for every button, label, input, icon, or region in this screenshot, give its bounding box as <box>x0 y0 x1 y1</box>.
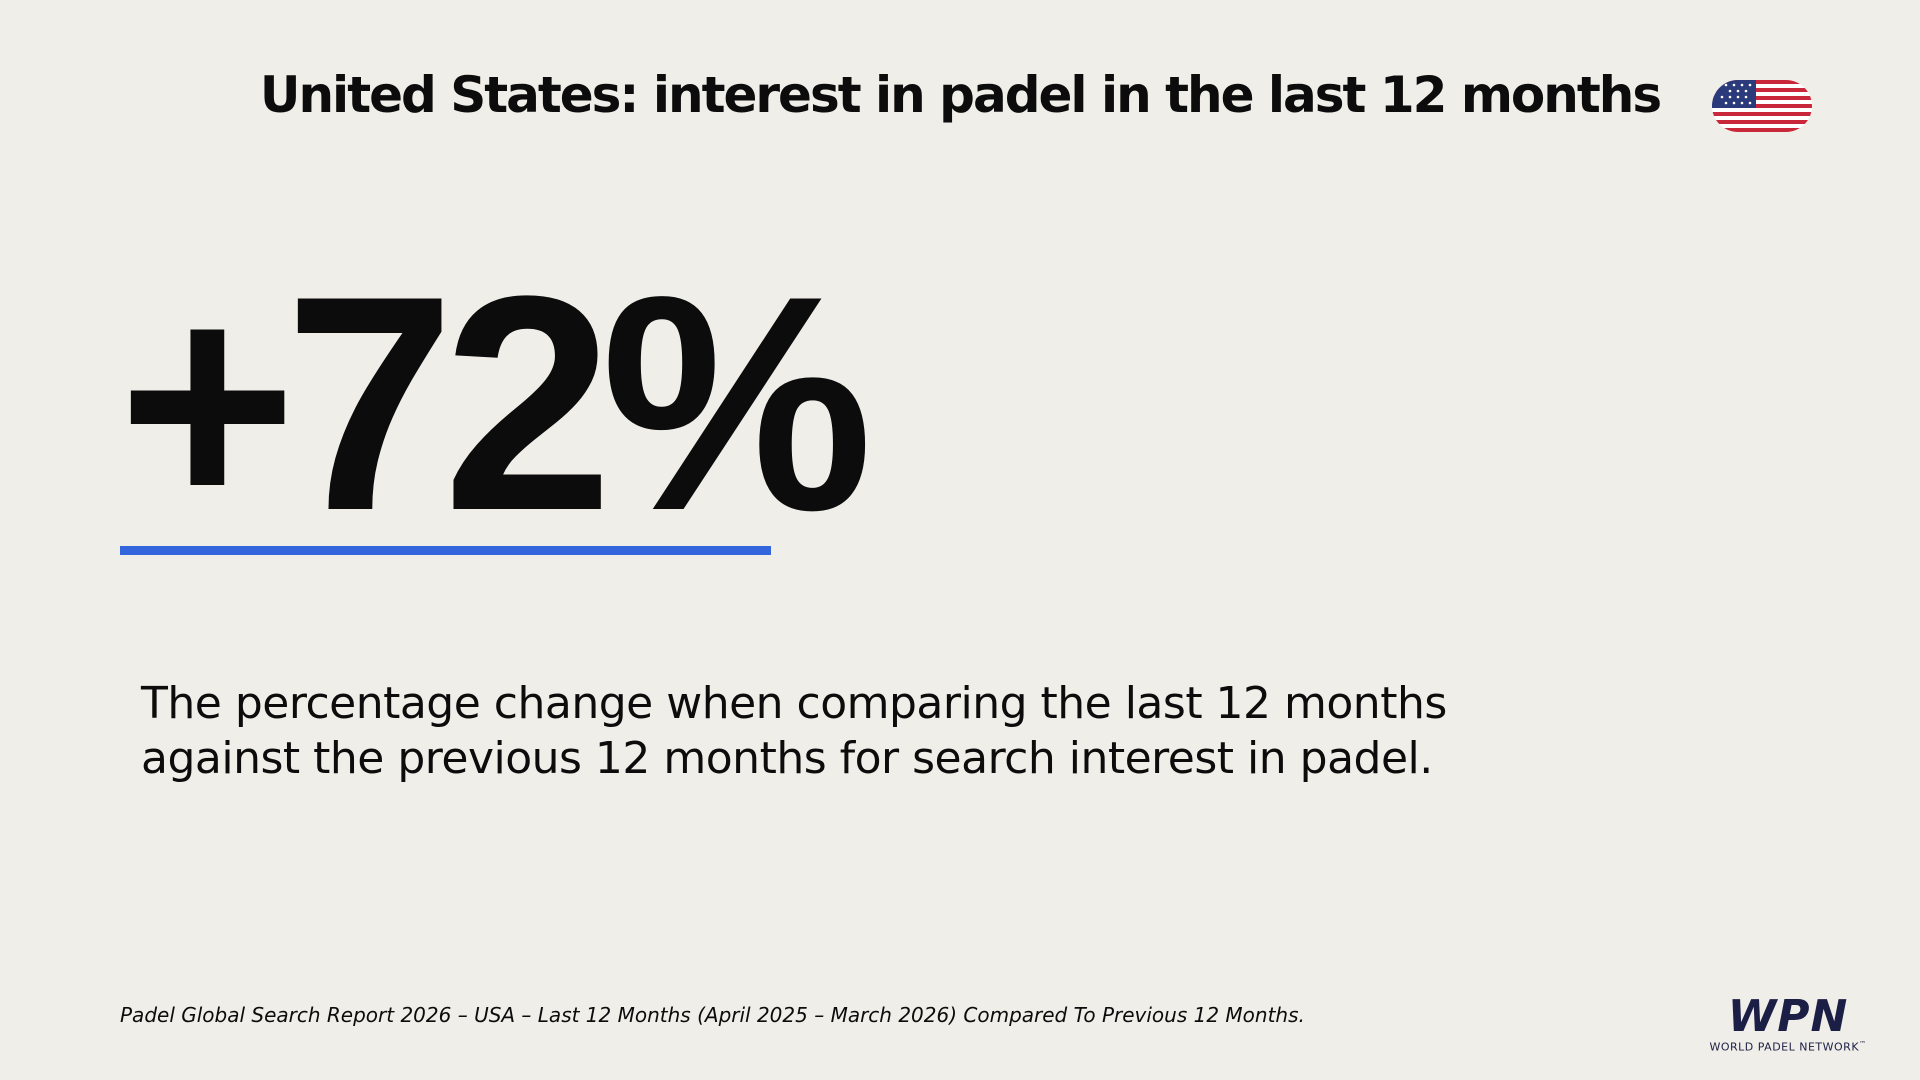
us-flag-icon <box>1712 80 1812 132</box>
logo-trademark: ™ <box>1859 1040 1867 1048</box>
logo-mark: WPN <box>1727 991 1849 1042</box>
source-note: Padel Global Search Report 2026 – USA – … <box>120 1003 1305 1027</box>
logo: WPN WORLD PADEL NETWORK™ <box>1688 994 1888 1054</box>
title: United States: interest in padel in the … <box>259 66 1662 124</box>
logo-name: WORLD PADEL NETWORK <box>1709 1040 1860 1054</box>
description-line: The percentage change when comparing the… <box>141 678 1447 729</box>
description: The percentage change when comparing the… <box>141 676 1447 786</box>
description-line: against the previous 12 months for searc… <box>141 733 1433 784</box>
headline-stat: +72% <box>118 232 873 574</box>
logo-name-row: WORLD PADEL NETWORK™ <box>1688 1040 1888 1054</box>
stat-underline <box>120 546 771 555</box>
